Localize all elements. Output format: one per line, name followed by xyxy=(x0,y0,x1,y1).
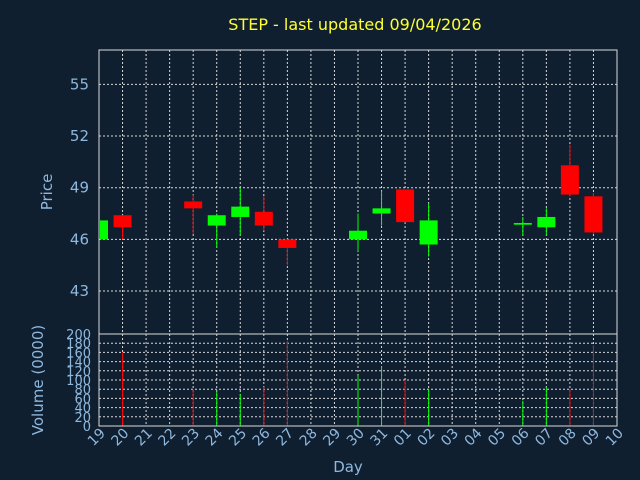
x-tick-label: 26 xyxy=(250,425,274,449)
candle xyxy=(231,187,250,236)
price-candles xyxy=(98,144,603,266)
candle-body xyxy=(231,206,250,217)
volume-panel-frame xyxy=(98,333,618,427)
volume-tick-label: 120 xyxy=(66,365,91,380)
x-tick-label: 21 xyxy=(132,426,156,450)
candle-body xyxy=(537,216,556,228)
candle xyxy=(113,215,132,240)
candle-body xyxy=(349,230,367,240)
price-tick-label: 52 xyxy=(70,127,89,145)
volume-tick-label: 140 xyxy=(66,356,91,371)
volume-axis-label: Volume (0000) xyxy=(29,325,47,435)
x-tick-label: 03 xyxy=(438,426,462,450)
candle xyxy=(419,203,438,257)
volume-tick-label: 200 xyxy=(66,328,91,343)
candle-body xyxy=(513,222,532,225)
volume-tick-label: 80 xyxy=(74,383,91,398)
x-tick-label: 10 xyxy=(603,426,627,450)
x-tick-label: 30 xyxy=(344,426,368,450)
chart-title: STEP - last updated 09/04/2026 xyxy=(228,15,481,34)
candle xyxy=(349,213,367,252)
x-tick-label: 04 xyxy=(462,425,486,449)
candle xyxy=(254,196,273,231)
x-tick-label: 22 xyxy=(156,426,180,450)
x-tick-label: 09 xyxy=(579,426,603,450)
x-tick-label: 01 xyxy=(391,426,415,450)
candle xyxy=(207,213,226,248)
candle xyxy=(513,216,532,236)
volume-bars xyxy=(122,340,594,426)
x-axis: 19 20 21 22 23 24 25 26 27 28 29 30 31 01 02 03 04 05 06 07… xyxy=(85,425,627,449)
candle-body xyxy=(372,208,391,214)
price-tick-label: 49 xyxy=(70,179,89,197)
x-tick-label: 28 xyxy=(297,426,321,450)
x-tick-label: 08 xyxy=(556,426,580,450)
volume-tick-label: 100 xyxy=(66,374,91,389)
price-y-axis: 43 46 49 52 55 xyxy=(70,75,89,300)
candle-body xyxy=(560,165,579,195)
x-tick-label: 23 xyxy=(179,426,203,450)
price-tick-label: 55 xyxy=(70,75,89,93)
x-axis-label: Day xyxy=(333,458,363,476)
candle xyxy=(372,191,391,226)
volume-tick-label: 180 xyxy=(66,337,91,352)
candle-body xyxy=(113,215,132,228)
x-tick-label: 27 xyxy=(273,426,297,450)
candle-body xyxy=(396,189,415,223)
volume-tick-label: 0 xyxy=(83,420,91,435)
price-tick-label: 43 xyxy=(70,282,89,300)
candle-body xyxy=(254,211,273,226)
volume-tick-label: 60 xyxy=(74,392,91,407)
candle-body xyxy=(184,201,203,209)
candle xyxy=(396,189,415,223)
candle-body xyxy=(584,196,603,233)
candle-body xyxy=(207,215,226,226)
x-tick-label: 05 xyxy=(485,426,509,450)
x-tick-label: 24 xyxy=(203,425,227,449)
price-axis-label: Price xyxy=(38,174,56,211)
x-tick-label: 29 xyxy=(320,426,344,450)
price-grid xyxy=(99,50,617,334)
candle-body xyxy=(100,220,108,240)
volume-tick-label: 160 xyxy=(66,346,91,361)
x-tick-label: 25 xyxy=(226,426,250,450)
price-tick-label: 46 xyxy=(70,230,89,248)
candle xyxy=(560,144,579,197)
candle xyxy=(584,192,603,235)
candle xyxy=(98,218,108,240)
candle xyxy=(278,239,297,266)
x-tick-label: 31 xyxy=(367,426,391,450)
candle xyxy=(184,194,203,235)
x-tick-label: 20 xyxy=(108,426,132,450)
candle-body xyxy=(419,220,438,245)
x-tick-label: 06 xyxy=(509,425,533,449)
x-tick-label: 07 xyxy=(532,426,556,450)
candle xyxy=(537,208,556,236)
x-tick-label: 02 xyxy=(415,426,439,450)
candle-body xyxy=(278,239,297,248)
volume-tick-label: 40 xyxy=(74,402,91,417)
volume-tick-label: 20 xyxy=(74,411,91,426)
